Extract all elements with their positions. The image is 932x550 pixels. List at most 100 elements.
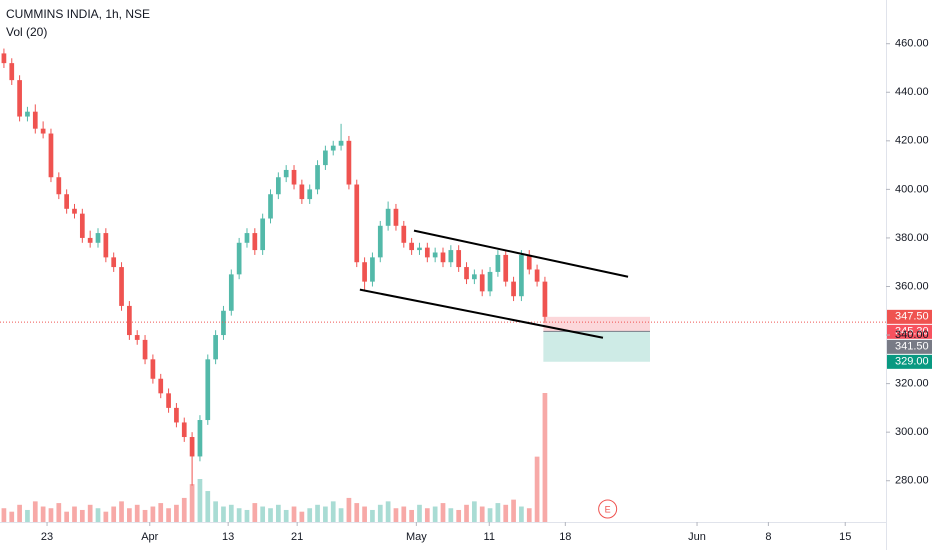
price-label-bg bbox=[887, 309, 932, 324]
candle-body bbox=[479, 274, 485, 292]
y-tick-label: 400.00 bbox=[895, 183, 929, 195]
volume-bar bbox=[87, 504, 93, 522]
volume-bar bbox=[393, 508, 399, 522]
volume-bar bbox=[283, 509, 289, 522]
volume-bar bbox=[534, 456, 540, 522]
candle-body bbox=[72, 208, 77, 214]
candle-body bbox=[393, 208, 399, 226]
volume-bar bbox=[346, 497, 352, 522]
x-tick-label: 21 bbox=[291, 531, 303, 543]
price-label: 329.00 bbox=[895, 356, 929, 368]
trendline bbox=[359, 288, 604, 339]
candle-body bbox=[40, 128, 46, 134]
volume-bar bbox=[495, 503, 501, 522]
volume-bar bbox=[362, 506, 367, 522]
volume-bar bbox=[330, 501, 336, 522]
volume-bar bbox=[275, 504, 281, 522]
candle-body bbox=[221, 310, 226, 336]
candle-body bbox=[236, 242, 242, 275]
candle-body bbox=[252, 233, 258, 251]
x-tick-label: 23 bbox=[41, 531, 53, 543]
candle-body bbox=[111, 257, 117, 268]
volume-bar bbox=[432, 506, 438, 522]
candle-body bbox=[134, 335, 140, 340]
price-label-bg bbox=[887, 339, 932, 354]
volume-bar bbox=[236, 508, 242, 522]
candle-body bbox=[79, 213, 85, 238]
volume-bar bbox=[519, 506, 524, 522]
candle-body bbox=[346, 140, 352, 185]
volume-bar bbox=[252, 503, 258, 522]
volume-bar bbox=[95, 508, 101, 522]
volume-bar bbox=[142, 509, 148, 522]
y-tick-label: 440.00 bbox=[895, 86, 929, 98]
x-tick-label: Jun bbox=[688, 531, 706, 543]
volume-bar bbox=[417, 504, 422, 522]
volume-bar bbox=[244, 509, 250, 522]
volume-bar bbox=[503, 504, 509, 522]
price-label: 345.30 bbox=[895, 326, 929, 338]
volume-bar bbox=[158, 503, 164, 522]
candle-body bbox=[424, 247, 430, 258]
volume-bar bbox=[72, 506, 77, 522]
x-tick-label: Apr bbox=[141, 531, 158, 543]
candle-body bbox=[472, 274, 477, 280]
volume-bar bbox=[9, 511, 15, 522]
volume-bar bbox=[315, 504, 320, 522]
candle-body bbox=[268, 194, 273, 219]
candle-body bbox=[283, 169, 289, 178]
y-tick-label: 380.00 bbox=[895, 232, 929, 244]
plot: E 347.50 345.30 341.50 329.00 bbox=[0, 48, 932, 522]
candle-body bbox=[64, 194, 69, 209]
volume-bar bbox=[385, 501, 391, 522]
candle-body bbox=[299, 184, 305, 200]
earnings-marker bbox=[598, 499, 618, 519]
candle-body bbox=[150, 359, 156, 379]
volume-bar bbox=[213, 501, 218, 522]
candle-body bbox=[315, 165, 320, 190]
volume-bar bbox=[456, 509, 462, 522]
y-tick-label: 340.00 bbox=[895, 329, 929, 341]
volume-bar bbox=[25, 509, 30, 522]
candle-body bbox=[385, 208, 391, 226]
price-label-bg bbox=[887, 324, 932, 339]
volume-bar bbox=[103, 511, 109, 522]
volume-bar bbox=[307, 508, 313, 522]
volume-bar bbox=[189, 484, 195, 522]
y-tick-label: 320.00 bbox=[895, 378, 929, 390]
volume-bar bbox=[526, 508, 532, 522]
candle-body bbox=[495, 254, 501, 272]
candle-body bbox=[213, 335, 218, 360]
volume-bar bbox=[409, 509, 414, 522]
candle-body bbox=[377, 225, 383, 258]
candle-body bbox=[503, 254, 509, 282]
volume-bar bbox=[197, 479, 203, 522]
candle-body bbox=[511, 281, 516, 297]
volume-bar bbox=[181, 497, 187, 522]
volume-bar bbox=[1, 508, 7, 522]
candle-body bbox=[127, 305, 132, 336]
candle-body bbox=[189, 437, 195, 457]
volume-bar bbox=[424, 508, 430, 522]
candle-body bbox=[464, 267, 469, 280]
candle-body bbox=[56, 177, 62, 195]
candle-body bbox=[166, 393, 171, 408]
volume-bar bbox=[127, 508, 132, 522]
candle-body bbox=[48, 133, 54, 178]
stop-zone bbox=[543, 316, 650, 332]
volume-bar bbox=[17, 504, 22, 522]
candle-body bbox=[354, 184, 360, 263]
chart-title: CUMMINS INDIA, 1h, NSE bbox=[6, 7, 150, 21]
candle-body bbox=[95, 233, 101, 243]
volume-bar bbox=[56, 503, 62, 522]
candle-body bbox=[526, 254, 532, 270]
volume-bar bbox=[111, 506, 117, 522]
candle-body bbox=[401, 225, 407, 243]
price-label: 347.50 bbox=[895, 311, 929, 323]
volume-bar bbox=[299, 511, 305, 522]
candle-body bbox=[330, 145, 336, 151]
candle-body bbox=[409, 242, 414, 251]
x-tick-label: 11 bbox=[484, 531, 495, 543]
candle-body bbox=[174, 407, 179, 423]
